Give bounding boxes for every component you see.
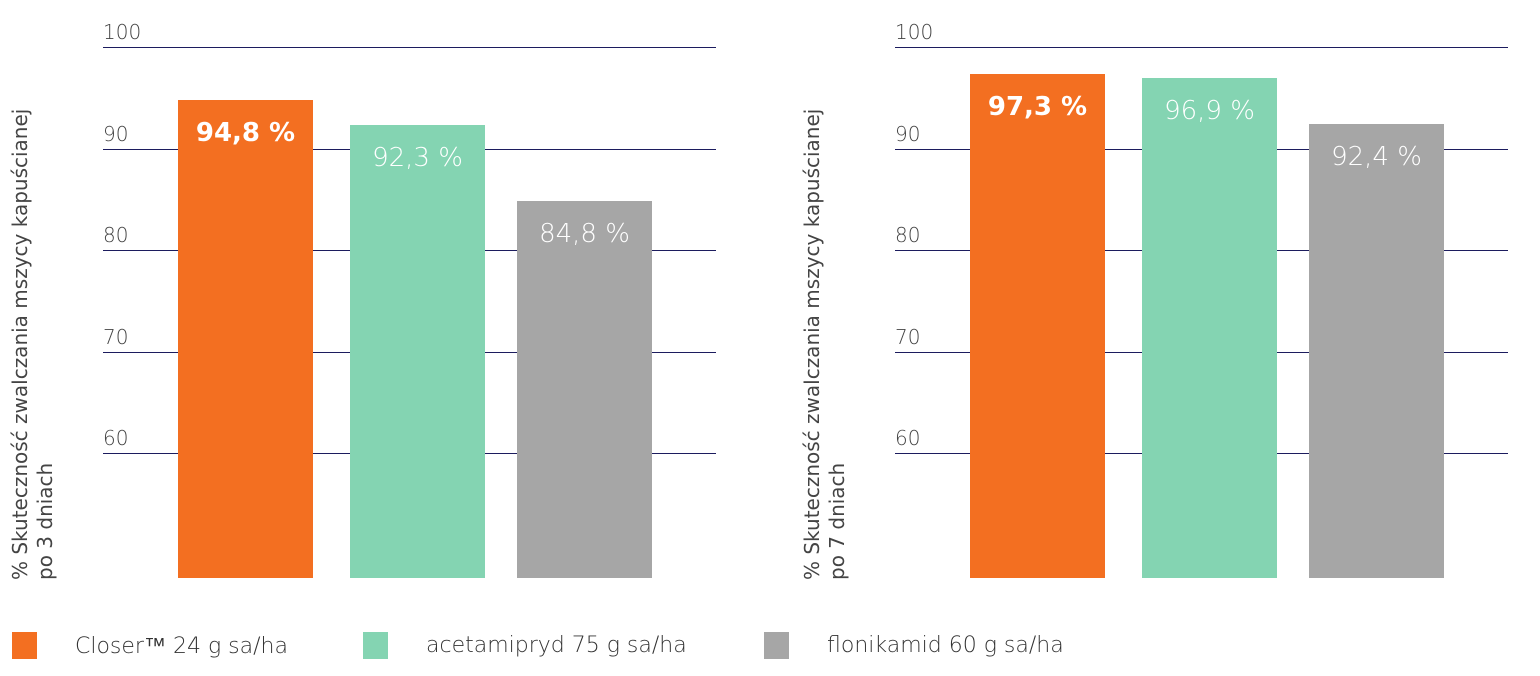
y-axis-label: % Skuteczność zwalczania mszycy kapuścia…	[800, 20, 850, 580]
y-tick-label: 90	[103, 121, 129, 146]
y-axis-label-line: po 3 dniach	[33, 462, 57, 580]
y-tick-label: 70	[895, 324, 921, 349]
legend-item-closer: Closer™ 24 g sa/ha	[12, 632, 288, 659]
chart-after-7-days: % Skuteczność zwalczania mszycy kapuścia…	[792, 0, 1540, 600]
legend-swatch	[764, 632, 789, 659]
data-label: 94,8 %	[195, 117, 296, 148]
gridline	[103, 47, 716, 48]
y-tick-label: 60	[103, 426, 129, 450]
y-axis-label-line: % Skuteczność zwalczania mszycy kapuścia…	[800, 108, 824, 580]
bar	[350, 125, 485, 578]
y-tick-label: 90	[895, 121, 921, 146]
bar	[517, 201, 652, 578]
y-axis-label-line: po 7 dniach	[825, 462, 849, 580]
legend-swatch	[363, 632, 388, 659]
y-tick-label: 80	[103, 223, 129, 247]
data-label: 97,3 %	[987, 92, 1088, 123]
legend-label: Closer™ 24 g sa/ha	[75, 633, 288, 659]
y-tick-label: 80	[895, 223, 921, 247]
bar	[1142, 78, 1277, 578]
y-tick-label: 70	[103, 324, 129, 349]
bar	[178, 99, 313, 578]
data-label: 92,3 %	[372, 143, 463, 174]
data-label: 92,4 %	[1331, 142, 1422, 173]
data-label: 96,9 %	[1164, 96, 1255, 127]
y-tick-label: 60	[895, 426, 921, 450]
y-tick-label: 100	[103, 20, 142, 44]
legend-label: flonikamid 60 g sa/ha	[827, 633, 1064, 658]
y-axis-label-line: % Skuteczność zwalczania mszycy kapuścia…	[8, 108, 32, 580]
chart-after-3-days: % Skuteczność zwalczania mszycy kapuścia…	[0, 0, 760, 600]
bar	[970, 74, 1105, 578]
y-tick-label: 100	[895, 20, 934, 44]
legend-item-acetamipryd: acetamipryd 75 g sa/ha	[363, 632, 687, 659]
y-axis-label: % Skuteczność zwalczania mszycy kapuścia…	[8, 20, 58, 580]
legend-swatch	[12, 632, 37, 659]
legend-item-flonikamid: flonikamid 60 g sa/ha	[764, 632, 1064, 659]
gridline	[895, 47, 1508, 48]
bar	[1309, 124, 1444, 578]
legend-label: acetamipryd 75 g sa/ha	[426, 633, 687, 658]
data-label: 84,8 %	[539, 219, 630, 250]
